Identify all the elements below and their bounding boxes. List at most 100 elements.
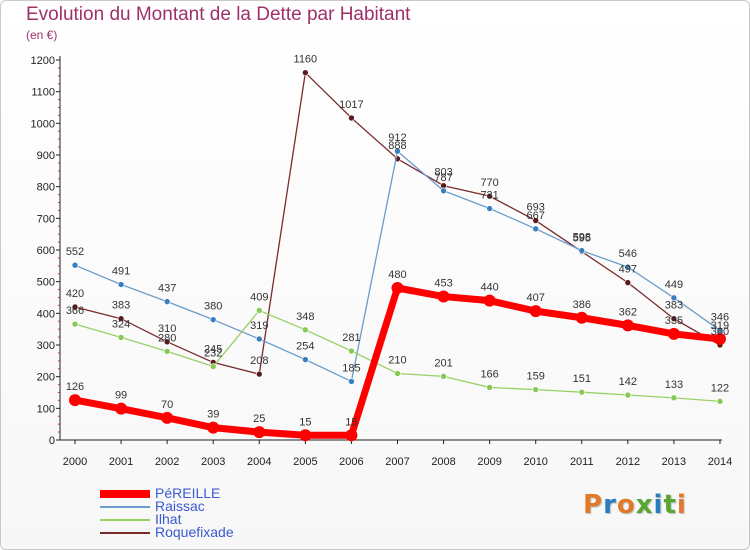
data-label-roquefixade: 310	[158, 323, 176, 335]
y-tick-label: 200	[37, 372, 55, 384]
data-label-roquefixade: 383	[112, 300, 130, 312]
data-point-p-reille	[713, 332, 726, 345]
legend-label: Roquefixade	[155, 524, 234, 540]
legend-swatch	[100, 506, 150, 508]
logo-letter: o	[616, 490, 636, 520]
data-point-raissac	[209, 316, 217, 323]
data-label-p-reille: 386	[573, 299, 591, 311]
x-tick-label: 2012	[616, 456, 640, 468]
y-tick-label: 0	[49, 435, 55, 447]
data-point-raissac	[348, 378, 355, 385]
legend-label: Raissac	[155, 498, 205, 514]
x-tick-label: 2014	[708, 456, 732, 468]
y-tick-label: 1200	[31, 55, 55, 67]
data-point-raissac	[440, 187, 447, 195]
data-point-p-reille	[575, 311, 588, 324]
data-point-raissac	[71, 261, 79, 269]
data-label-p-reille: 453	[434, 278, 452, 290]
data-label-ilhat: 159	[527, 371, 545, 383]
x-tick-label: 2003	[201, 456, 225, 468]
logo-letter: r	[603, 490, 617, 520]
data-point-raissac	[624, 263, 632, 271]
x-tick-label: 2005	[293, 456, 317, 468]
data-point-raissac	[302, 356, 309, 363]
data-point-ilhat	[532, 386, 540, 393]
data-label-p-reille: 39	[207, 409, 219, 421]
data-point-p-reille	[621, 319, 634, 332]
y-tick-label: 700	[37, 213, 55, 225]
data-label-roquefixade: 383	[665, 300, 683, 312]
data-label-roquefixade: 803	[434, 167, 452, 179]
y-tick-label: 400	[37, 308, 55, 320]
data-label-raissac: 491	[112, 266, 130, 278]
data-point-ilhat	[624, 391, 632, 399]
data-point-ilhat	[71, 320, 79, 328]
data-point-ilhat	[394, 370, 401, 377]
y-tick-label: 500	[37, 277, 55, 289]
data-label-raissac: 552	[66, 246, 84, 258]
data-label-roquefixade: 300	[711, 326, 729, 338]
y-tick-label: 300	[37, 340, 55, 352]
data-point-p-reille	[69, 394, 81, 407]
data-point-raissac	[486, 205, 493, 212]
data-label-p-reille: 480	[388, 269, 406, 281]
data-label-raissac: 667	[527, 210, 545, 222]
data-point-ilhat	[578, 388, 586, 396]
data-point-raissac	[532, 225, 540, 233]
x-tick-label: 2006	[339, 456, 363, 468]
logo-letter: t	[663, 490, 677, 520]
legend-swatch	[100, 490, 150, 498]
data-point-raissac	[117, 281, 125, 288]
data-label-roquefixade: 497	[619, 264, 637, 276]
y-tick-label: 900	[37, 150, 55, 162]
data-point-ilhat	[163, 348, 171, 355]
data-label-ilhat: 133	[665, 379, 683, 391]
data-point-p-reille	[483, 294, 496, 307]
data-label-p-reille: 15	[345, 416, 357, 428]
data-point-ilhat	[255, 307, 263, 314]
data-label-roquefixade: 888	[388, 140, 406, 152]
data-label-raissac: 912	[388, 132, 406, 144]
data-point-ilhat	[348, 347, 355, 355]
x-tick-label: 2009	[477, 456, 501, 468]
data-label-raissac: 731	[480, 190, 498, 202]
data-label-p-reille: 126	[66, 381, 84, 393]
data-label-p-reille: 99	[115, 390, 127, 402]
data-label-raissac: 787	[434, 172, 452, 184]
data-label-ilhat: 142	[619, 376, 637, 388]
data-label-roquefixade: 693	[527, 202, 545, 214]
data-label-roquefixade: 770	[480, 177, 498, 189]
data-point-roquefixade	[163, 338, 171, 346]
data-label-roquefixade: 595	[573, 233, 591, 245]
data-point-p-reille	[529, 305, 542, 318]
data-point-ilhat	[440, 373, 447, 380]
data-point-p-reille	[437, 290, 450, 303]
data-point-ilhat	[670, 394, 678, 402]
data-point-p-reille	[115, 402, 128, 415]
data-label-p-reille: 15	[299, 416, 311, 428]
data-label-raissac: 380	[204, 301, 222, 313]
data-label-raissac: 185	[342, 362, 360, 374]
x-tick-label: 2001	[109, 456, 133, 468]
data-label-ilhat: 201	[434, 357, 452, 369]
data-point-roquefixade	[624, 279, 632, 286]
data-label-ilhat: 324	[112, 318, 130, 330]
legend-swatch	[100, 519, 150, 521]
data-label-raissac: 598	[573, 232, 591, 244]
logo-letter: i	[653, 490, 664, 520]
data-label-raissac: 319	[250, 320, 268, 332]
data-label-p-reille: 319	[711, 320, 729, 332]
data-label-ilhat: 210	[388, 355, 406, 367]
data-label-p-reille: 335	[665, 315, 683, 327]
data-point-raissac	[255, 335, 263, 343]
data-point-ilhat	[209, 363, 217, 370]
data-point-raissac	[578, 247, 586, 254]
data-point-p-reille	[391, 282, 404, 294]
legend-label: Ilhat	[155, 511, 182, 527]
data-label-ilhat: 409	[250, 291, 268, 303]
data-point-roquefixade	[255, 370, 263, 378]
data-label-p-reille: 70	[161, 399, 173, 411]
data-label-roquefixade: 1160	[294, 54, 318, 66]
chart-title: Evolution du Montant de la Dette par Hab…	[26, 4, 411, 25]
